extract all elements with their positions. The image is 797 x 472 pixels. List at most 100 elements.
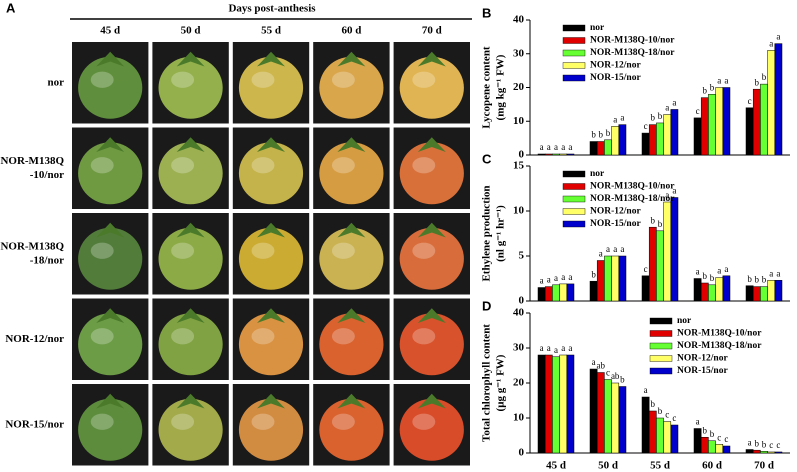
tomato-stem — [337, 308, 366, 323]
significance-letter: b — [762, 72, 767, 82]
bar — [708, 284, 716, 302]
bar — [663, 114, 672, 156]
tomato-highlight — [331, 328, 355, 345]
tomato-stem — [257, 393, 285, 409]
legend-label: NOR-M138Q-18/nor — [590, 48, 675, 58]
bar — [767, 280, 776, 302]
significance-letter: b — [710, 82, 715, 92]
tomato-highlight — [412, 71, 436, 88]
bar — [537, 287, 546, 302]
y-tick-label: 0 — [519, 149, 525, 161]
bar — [752, 286, 761, 302]
bar — [589, 280, 598, 302]
tomato-highlight — [251, 328, 275, 345]
tomato — [78, 142, 143, 205]
bar — [670, 424, 679, 454]
bar — [618, 386, 627, 454]
tomato-highlight — [331, 413, 355, 430]
tomato — [238, 398, 304, 461]
y-axis-title: Ethylene production — [481, 185, 493, 281]
y-axis-title: (nl g⁻¹ hr⁻¹) — [495, 205, 507, 262]
significance-letter: a — [547, 275, 551, 285]
bar — [544, 286, 553, 302]
tomato-stem — [417, 308, 446, 323]
column-label: 60 d — [341, 25, 361, 37]
bar — [722, 445, 731, 454]
tomato-highlight — [171, 242, 195, 259]
tomato-stem — [176, 51, 205, 67]
y-axis-title: (mg kg⁻¹ FW) — [495, 54, 507, 120]
column-label: 50 d — [181, 25, 201, 37]
significance-letter: b — [762, 439, 767, 449]
bar — [708, 440, 716, 454]
bar — [566, 354, 575, 454]
tomato-highlight — [171, 413, 195, 430]
bar — [552, 284, 560, 302]
significance-letter: c — [696, 106, 700, 116]
significance-letter: a — [672, 186, 676, 196]
significance-letter: b — [651, 399, 656, 409]
bar — [552, 356, 560, 454]
tomato — [319, 313, 384, 376]
tomato-highlight — [171, 71, 195, 88]
tomato-stem — [176, 308, 205, 323]
bar — [767, 451, 776, 454]
tomato — [158, 227, 223, 290]
bar — [566, 283, 575, 302]
row-label: nor — [48, 76, 65, 88]
significance-letter: b — [710, 273, 715, 283]
bar — [611, 382, 620, 454]
panel-label: C — [482, 151, 492, 166]
bar — [604, 139, 612, 156]
tomato-stem — [257, 222, 285, 238]
tomato — [78, 227, 143, 290]
bar — [722, 275, 731, 302]
x-tick-label: 45 d — [546, 460, 566, 472]
bar — [760, 83, 768, 156]
tomato-stem — [337, 137, 366, 152]
bar — [596, 260, 605, 302]
legend-label: NOR-M138Q-10/nor — [677, 329, 762, 339]
bar — [641, 132, 650, 156]
legend-swatch — [649, 330, 673, 337]
legend-swatch — [562, 183, 586, 190]
significance-letter: a — [724, 76, 728, 86]
significance-letter: a — [672, 98, 676, 108]
significance-letter: b — [710, 429, 715, 439]
tomato-highlight — [412, 328, 436, 345]
y-axis-title: (μg g⁻¹ FW) — [495, 354, 507, 411]
legend-swatch — [649, 355, 673, 362]
tomato-stem — [337, 51, 366, 67]
tomato-highlight — [412, 242, 436, 259]
y-tick-label: 30 — [513, 47, 525, 59]
significance-letter: b — [762, 275, 767, 285]
significance-letter: a — [717, 266, 721, 276]
significance-letter: a — [554, 142, 558, 152]
bar — [589, 368, 598, 454]
x-tick-label: 60 d — [702, 460, 722, 472]
tomato — [319, 227, 384, 290]
significance-letter: c — [748, 96, 752, 106]
significance-letter: c — [776, 440, 780, 450]
legend-label: NOR-M138Q-10/nor — [590, 182, 675, 192]
significance-letter: c — [672, 413, 676, 423]
significance-letter: c — [644, 264, 648, 274]
legend-swatch — [562, 62, 586, 69]
significance-letter: a — [592, 357, 596, 367]
y-tick-label: 30 — [513, 342, 525, 354]
bar — [752, 449, 761, 454]
bar — [559, 354, 568, 454]
bar — [774, 451, 783, 454]
column-label: 45 d — [100, 25, 120, 37]
legend-label: NOR-15/nor — [590, 73, 641, 83]
significance-letter: a — [776, 268, 780, 278]
legend-swatch — [562, 220, 586, 228]
row-label: -10/nor — [30, 169, 64, 181]
y-tick-label: 10 — [513, 412, 525, 424]
significance-letter: b — [703, 425, 708, 435]
tomato-stem — [337, 393, 366, 409]
row-label: NOR-12/nor — [5, 333, 64, 345]
significance-letter: a — [568, 142, 572, 152]
bar — [537, 354, 546, 454]
significance-letter: a — [561, 343, 565, 353]
